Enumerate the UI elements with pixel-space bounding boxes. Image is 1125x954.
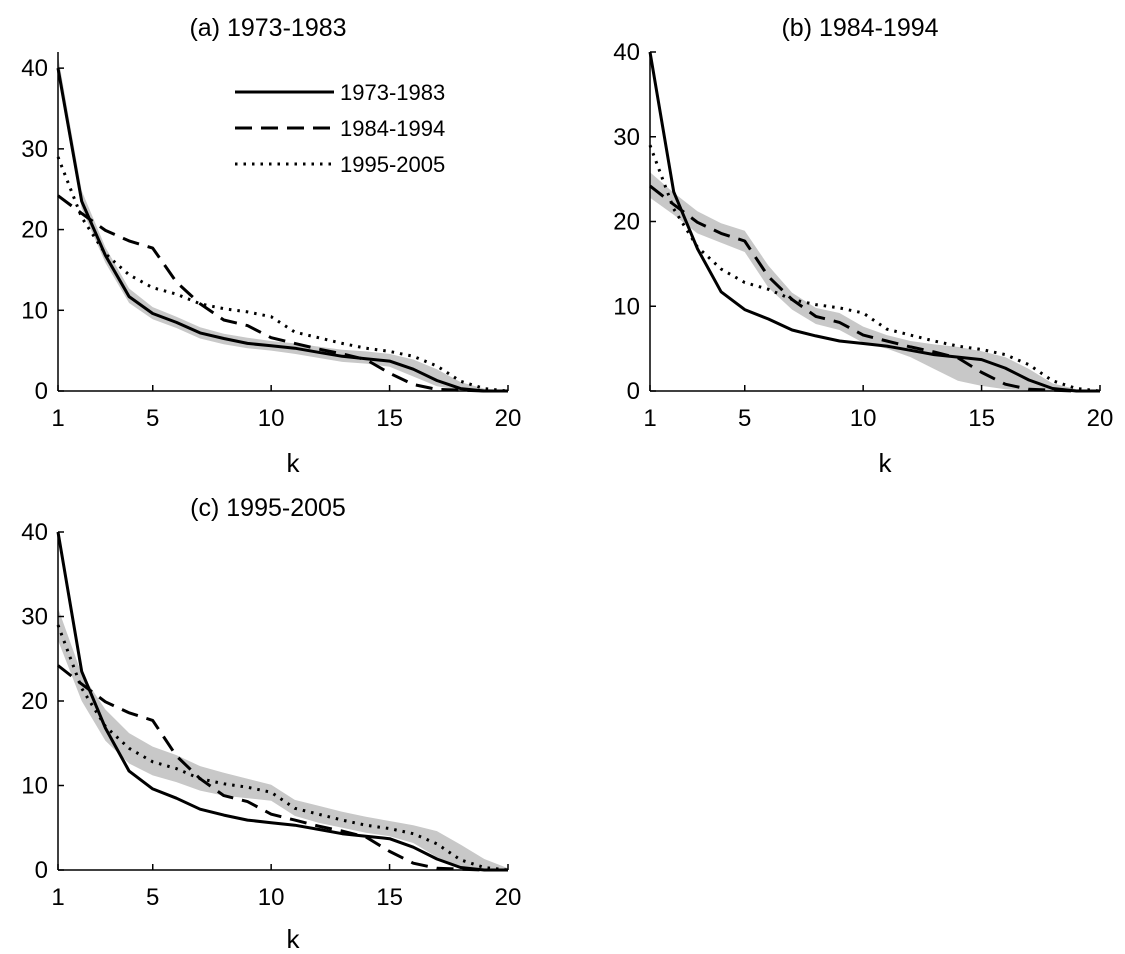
y-tick-label: 10 xyxy=(21,297,48,324)
y-tick-label: 20 xyxy=(613,209,640,236)
x-tick-label: 5 xyxy=(738,405,751,432)
series-line-1995-2005 xyxy=(648,144,1101,393)
legend-label-1973-1983: 1973-1983 xyxy=(340,80,445,105)
y-tick-label: 40 xyxy=(21,519,48,546)
y-tick-label: 30 xyxy=(21,136,48,163)
x-tick-label: 15 xyxy=(968,405,995,432)
series-line-1984-1994 xyxy=(57,194,508,393)
x-tick-label: 10 xyxy=(258,884,285,911)
panel-b-title: (b) 1984-1994 xyxy=(781,14,938,42)
legend-label-1984-1994: 1984-1994 xyxy=(340,116,445,141)
series-line-1973-1983 xyxy=(56,531,508,872)
panel-b-xlabel: k xyxy=(879,448,893,478)
confidence-band xyxy=(58,608,508,870)
y-tick-label: 40 xyxy=(21,55,48,82)
y-tick-label: 0 xyxy=(627,378,640,405)
y-tick-label: 20 xyxy=(21,688,48,715)
x-tick-label: 20 xyxy=(1087,405,1114,432)
legend: 1973-1983 1984-1994 1995-2005 xyxy=(235,80,445,177)
y-tick-label: 0 xyxy=(35,378,48,405)
y-tick-label: 0 xyxy=(35,857,48,884)
x-tick-label: 15 xyxy=(376,884,403,911)
confidence-band xyxy=(650,172,1100,391)
y-tick-label: 40 xyxy=(613,39,640,66)
x-tick-label: 20 xyxy=(495,405,522,432)
panel-c-xlabel: k xyxy=(287,924,301,954)
x-tick-label: 5 xyxy=(146,884,159,911)
panel-a-xlabel: k xyxy=(287,448,301,478)
x-tick-label: 20 xyxy=(495,884,522,911)
y-tick-label: 10 xyxy=(21,773,48,800)
y-tick-label: 30 xyxy=(613,124,640,151)
y-tick-label: 10 xyxy=(613,293,640,320)
x-tick-label: 1 xyxy=(51,405,64,432)
panel-a-title: (a) 1973-1983 xyxy=(189,14,346,42)
series-line-1973-1983 xyxy=(56,67,508,393)
x-tick-label: 1 xyxy=(643,405,656,432)
panel-c-title: (c) 1995-2005 xyxy=(190,494,346,522)
series-line-1984-1994 xyxy=(649,184,1100,393)
x-tick-label: 10 xyxy=(258,405,285,432)
series-line-1984-1994 xyxy=(57,664,508,872)
legend-label-1995-2005: 1995-2005 xyxy=(340,152,445,177)
series-line-1973-1983 xyxy=(648,51,1100,393)
series-line-1995-2005 xyxy=(56,156,509,393)
x-tick-label: 15 xyxy=(376,405,403,432)
x-tick-label: 10 xyxy=(850,405,877,432)
x-tick-label: 1 xyxy=(51,884,64,911)
y-tick-label: 30 xyxy=(21,604,48,631)
x-tick-label: 5 xyxy=(146,405,159,432)
y-tick-label: 20 xyxy=(21,217,48,244)
